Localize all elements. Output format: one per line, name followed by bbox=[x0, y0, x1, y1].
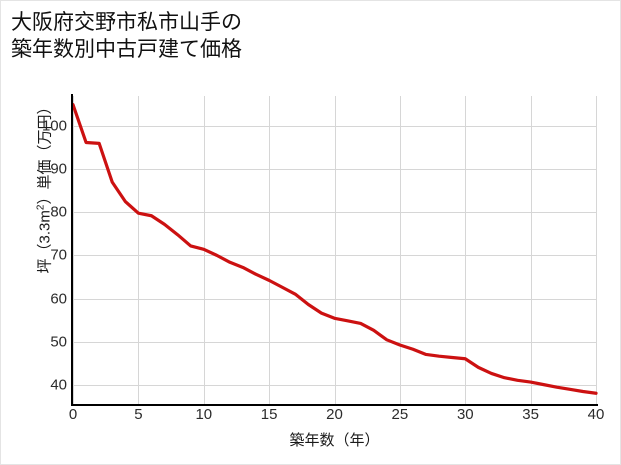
x-tick-labels: 0 5 10 15 20 25 30 35 40 bbox=[69, 406, 605, 430]
y-tick-labels: 40 50 60 70 80 90 100 bbox=[23, 96, 67, 404]
x-tick-label: 15 bbox=[260, 406, 278, 423]
gridline-vertical bbox=[73, 96, 74, 404]
y-tick-label: 60 bbox=[50, 290, 67, 307]
x-tick-label: 40 bbox=[587, 406, 605, 423]
series-line-chart bbox=[71, 103, 598, 395]
gridline-vertical bbox=[530, 96, 532, 404]
x-tick-label: 20 bbox=[326, 406, 343, 423]
y-tick-label: 80 bbox=[50, 203, 67, 221]
y-tick-label: 40 bbox=[50, 376, 67, 394]
gridline-vertical bbox=[465, 96, 467, 404]
x-tick-label: 0 bbox=[68, 406, 78, 423]
x-axis-spine bbox=[71, 404, 598, 406]
x-tick-label: 10 bbox=[195, 406, 213, 423]
x-axis-title: 築年数（年） bbox=[289, 432, 380, 449]
gridline-vertical bbox=[399, 96, 401, 404]
gridline-vertical bbox=[596, 96, 597, 404]
x-tick-label: 30 bbox=[456, 406, 474, 423]
y-axis-title: 坪（3.3m2）単価（万円） bbox=[35, 99, 54, 274]
y-axis-spine bbox=[71, 94, 73, 406]
price-trend-line bbox=[71, 103, 598, 395]
gridline-vertical bbox=[269, 96, 271, 404]
x-tick-label: 5 bbox=[134, 406, 143, 423]
y-tick-label: 100 bbox=[41, 117, 67, 135]
gridline-vertical bbox=[334, 96, 336, 404]
gridline-vertical bbox=[138, 96, 140, 404]
y-tick-label: 50 bbox=[50, 333, 67, 350]
plot-area bbox=[71, 94, 598, 406]
page-title: 大阪府交野市私市山手の 築年数別中古戸建て価格 bbox=[11, 11, 242, 61]
y-tick-label: 90 bbox=[50, 160, 67, 178]
y-tick-label: 70 bbox=[50, 246, 67, 264]
x-tick-label: 25 bbox=[391, 406, 409, 423]
x-tick-label: 35 bbox=[522, 406, 539, 423]
